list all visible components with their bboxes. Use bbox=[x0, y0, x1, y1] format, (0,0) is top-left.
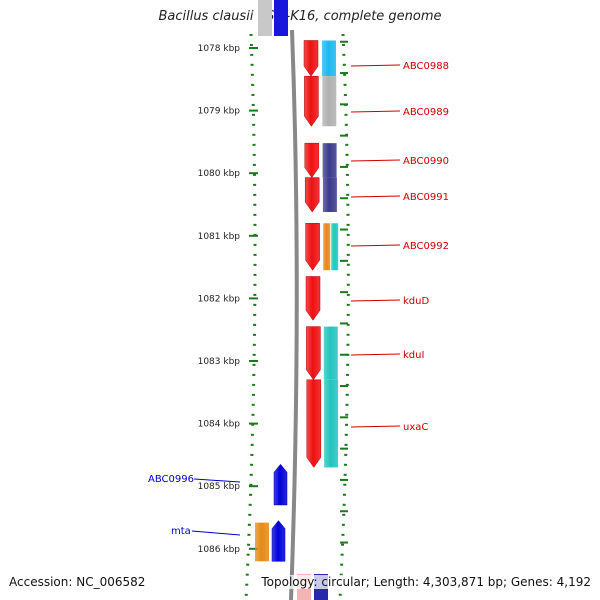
forward-gene-arrow-ABC0989 bbox=[304, 75, 319, 127]
reverse-gene-arrow-ABC0996 bbox=[273, 463, 288, 506]
gene-label-kduI: kduI bbox=[403, 350, 424, 361]
cog-bar-ABC0992 bbox=[323, 223, 331, 271]
scale-label: 1086 kbp bbox=[198, 545, 241, 555]
cog-bar-mta bbox=[255, 522, 269, 562]
forward-gene-arrow-kduD bbox=[305, 276, 321, 321]
partial-gene-top-blue bbox=[274, 0, 288, 36]
cog-bar-ABC0990 bbox=[322, 143, 337, 178]
gene-leader-line bbox=[350, 299, 401, 302]
map-title: Bacillus clausii KSM-K16, complete genom… bbox=[158, 9, 442, 24]
forward-gene-arrow-ABC0990 bbox=[304, 142, 320, 179]
cog-bar-ABC0989 bbox=[322, 76, 337, 127]
cog-bar-ABC0992-2 bbox=[331, 223, 339, 271]
gene-label-ABC0990: ABC0990 bbox=[403, 156, 449, 167]
accession-label: Accession: NC_006582 bbox=[9, 575, 146, 589]
scale-label: 1084 kbp bbox=[198, 420, 241, 430]
left-dotted-guide bbox=[244, 33, 257, 600]
gene-leader-line bbox=[350, 425, 401, 428]
forward-gene-arrow-ABC0988 bbox=[303, 40, 319, 77]
scale-label: 1081 kbp bbox=[198, 232, 241, 242]
gene-leader-line bbox=[194, 478, 241, 483]
cog-bar-uxaC bbox=[324, 379, 339, 468]
gene-leader-line bbox=[350, 159, 401, 162]
partial-gene-top-gray bbox=[258, 0, 272, 36]
genome-summary: Topology: circular; Length: 4,303,871 bp… bbox=[261, 575, 591, 589]
forward-gene-arrow-ABC0991 bbox=[304, 177, 320, 213]
cog-bar-ABC0988 bbox=[322, 40, 336, 77]
scale-label: 1082 kbp bbox=[198, 294, 241, 304]
gene-leader-line bbox=[350, 110, 401, 113]
genome-backbone bbox=[289, 29, 299, 600]
gene-label-ABC0988: ABC0988 bbox=[403, 61, 449, 72]
gene-label-kduD: kduD bbox=[403, 296, 429, 307]
gene-label-ABC0991: ABC0991 bbox=[403, 192, 449, 203]
gene-label-ABC0992: ABC0992 bbox=[403, 241, 449, 252]
gene-leader-line bbox=[350, 353, 401, 356]
scale-label: 1078 kbp bbox=[198, 44, 241, 54]
scale-label: 1085 kbp bbox=[198, 482, 241, 492]
gene-label-uxaC: uxaC bbox=[403, 422, 428, 433]
reverse-gene-arrow-mta bbox=[271, 520, 286, 562]
gene-label-mta: mta bbox=[171, 526, 191, 537]
forward-gene-arrow-ABC0992 bbox=[305, 223, 320, 271]
gene-leader-line bbox=[191, 530, 241, 536]
gene-label-ABC0989: ABC0989 bbox=[403, 107, 449, 118]
cog-bar-kduI bbox=[323, 326, 338, 380]
scale-label: 1079 kbp bbox=[198, 107, 241, 117]
cog-bar-ABC0991 bbox=[322, 177, 337, 213]
gene-label-ABC0996: ABC0996 bbox=[148, 474, 194, 485]
forward-gene-arrow-kduI bbox=[306, 326, 321, 381]
gene-leader-line bbox=[350, 244, 401, 247]
scale-label: 1083 kbp bbox=[198, 357, 241, 367]
gene-leader-line bbox=[350, 195, 401, 198]
forward-gene-arrow-uxaC bbox=[306, 379, 322, 468]
scale-label: 1080 kbp bbox=[198, 169, 241, 179]
gene-leader-line bbox=[350, 64, 401, 67]
right-dotted-guide bbox=[338, 33, 350, 600]
